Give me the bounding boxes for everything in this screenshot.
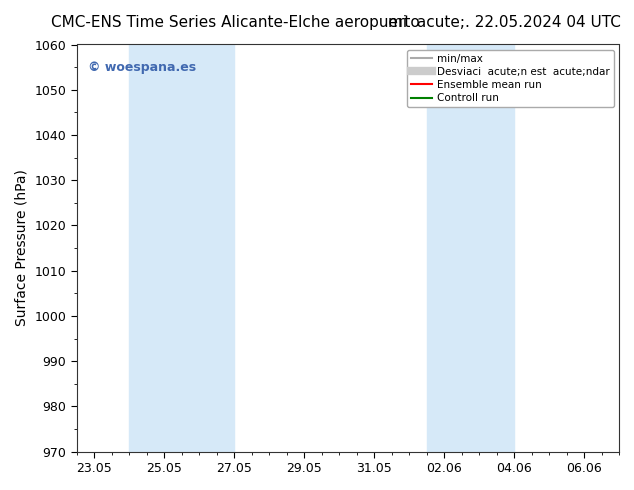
Text: CMC-ENS Time Series Alicante-Elche aeropuerto: CMC-ENS Time Series Alicante-Elche aerop… [51, 15, 420, 30]
Y-axis label: Surface Pressure (hPa): Surface Pressure (hPa) [15, 170, 29, 326]
Legend: min/max, Desviaci  acute;n est  acute;ndar, Ensemble mean run, Controll run: min/max, Desviaci acute;n est acute;ndar… [406, 49, 614, 107]
Bar [427, 45, 514, 452]
Text: © woespana.es: © woespana.es [87, 61, 196, 74]
Bar [129, 45, 234, 452]
Text: mi  acute;. 22.05.2024 04 UTC: mi acute;. 22.05.2024 04 UTC [389, 15, 621, 30]
